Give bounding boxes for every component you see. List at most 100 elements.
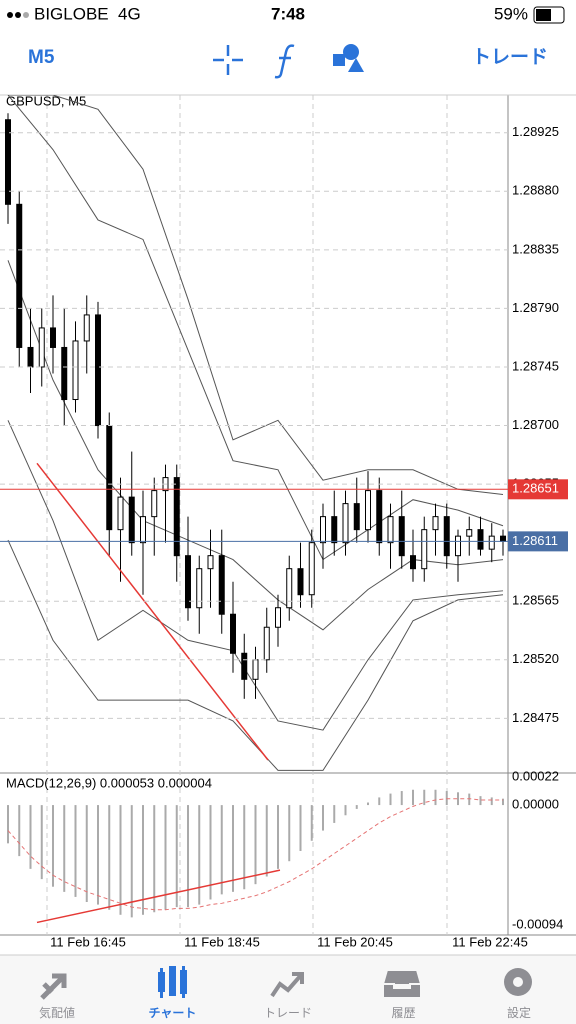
y-tick-label: 1.28700 (512, 417, 559, 432)
candle-body (61, 346, 68, 401)
candle-body (196, 568, 203, 609)
candle-body (308, 542, 315, 596)
battery-icon (533, 6, 565, 24)
candle-body (16, 203, 23, 348)
signal-dot (23, 12, 29, 18)
price-label-bg (508, 479, 568, 500)
band-line (7, 260, 504, 631)
candle-body (95, 314, 101, 427)
chart-icon[interactable] (158, 966, 187, 998)
candle-body (106, 425, 113, 531)
candle-body (342, 503, 349, 544)
price-label-bg (508, 531, 568, 552)
candle-body (128, 496, 135, 544)
macd-title: MACD(12,26,9) 0.000053 0.000004 (6, 775, 212, 790)
candle-body (38, 327, 45, 368)
signal-dot (7, 12, 13, 18)
candle-body (241, 652, 248, 680)
y-tick-label: 1.28565 (512, 593, 559, 608)
quotes-icon[interactable] (40, 973, 67, 1000)
candle-body (83, 314, 90, 342)
y-tick-label: 1.28520 (512, 651, 559, 666)
candle-body (185, 555, 191, 609)
trendline (36, 462, 269, 761)
tab-label[interactable]: 履歴 (391, 1006, 415, 1020)
candle-body (432, 516, 439, 531)
tab-label[interactable]: トレード (264, 1006, 312, 1020)
candle-body (275, 607, 281, 628)
band-line (7, 539, 504, 771)
candle-body (500, 535, 506, 542)
candle-body (27, 346, 34, 368)
trendline (36, 869, 281, 924)
crosshair-button[interactable] (213, 45, 243, 75)
candle-body (477, 529, 484, 550)
candle-body (72, 340, 79, 401)
objects-button[interactable] (333, 44, 364, 72)
time-label: 11 Feb 20:45 (317, 934, 393, 949)
candle-body (252, 659, 259, 680)
time-label: 11 Feb 16:45 (50, 934, 126, 949)
candle-body (151, 490, 158, 518)
trade-button[interactable]: トレード (472, 47, 548, 68)
candle-body (466, 529, 473, 537)
battery-level (536, 9, 551, 21)
y-tick-label: 1.28475 (512, 710, 559, 725)
candle-body (365, 490, 371, 531)
band-line (7, 95, 504, 561)
y-tick-label: 1.28880 (512, 183, 559, 198)
carrier: BIGLOBE (34, 4, 109, 23)
tab-label[interactable]: 気配値 (39, 1005, 75, 1020)
price-label: 1.28651 (512, 481, 559, 496)
timeframe-button[interactable]: M5 (28, 47, 55, 68)
candle-body (297, 568, 304, 596)
price-label: 1.28611 (512, 533, 558, 548)
candle-body (455, 535, 461, 557)
candle-body (398, 516, 405, 557)
candle-body (173, 477, 180, 557)
candle-body (218, 555, 225, 615)
y-tick-label: 1.28925 (512, 124, 559, 139)
network: 4G (118, 4, 141, 23)
plot-area (7, 789, 504, 924)
candle-body (488, 535, 495, 550)
candle-body (50, 327, 56, 348)
y-tick-label: 1.28745 (512, 358, 559, 373)
candle-body (117, 496, 124, 531)
indicator-button[interactable] (274, 44, 295, 79)
candle-body (140, 516, 146, 544)
candle-body (230, 613, 236, 654)
y-tick-label: 1.28790 (512, 300, 559, 315)
chart-title: GBPUSD, M5 (6, 93, 86, 108)
candle-body (263, 626, 270, 661)
time-label: 11 Feb 18:45 (184, 934, 260, 949)
settings-icon[interactable] (504, 968, 532, 996)
candle-body (331, 516, 338, 544)
candle-body (410, 555, 416, 570)
time-grid (46, 95, 448, 935)
candle-body (207, 555, 214, 570)
y-tick-label: -0.00094 (512, 916, 563, 931)
signal-dot (15, 12, 21, 18)
clock: 7:48 (271, 4, 305, 23)
plot-area (5, 95, 506, 771)
candle-body (353, 503, 360, 531)
candle-body (5, 119, 11, 205)
band-line (8, 95, 504, 496)
tab-label[interactable]: チャート (149, 1006, 197, 1020)
candle-body (376, 490, 383, 544)
y-tick-label: 1.28835 (512, 241, 559, 256)
candle-body (421, 529, 428, 570)
time-label: 11 Feb 22:45 (452, 934, 528, 949)
candle-body (320, 516, 326, 544)
tab-label[interactable]: 設定 (507, 1005, 531, 1020)
history-icon[interactable] (382, 969, 422, 999)
candle-body (286, 568, 293, 609)
signal-line (7, 798, 503, 911)
battery-percent: 59% (494, 4, 528, 23)
candle-body (387, 516, 394, 544)
y-tick-label: 0.00022 (512, 768, 559, 783)
trade-icon[interactable] (270, 972, 304, 998)
